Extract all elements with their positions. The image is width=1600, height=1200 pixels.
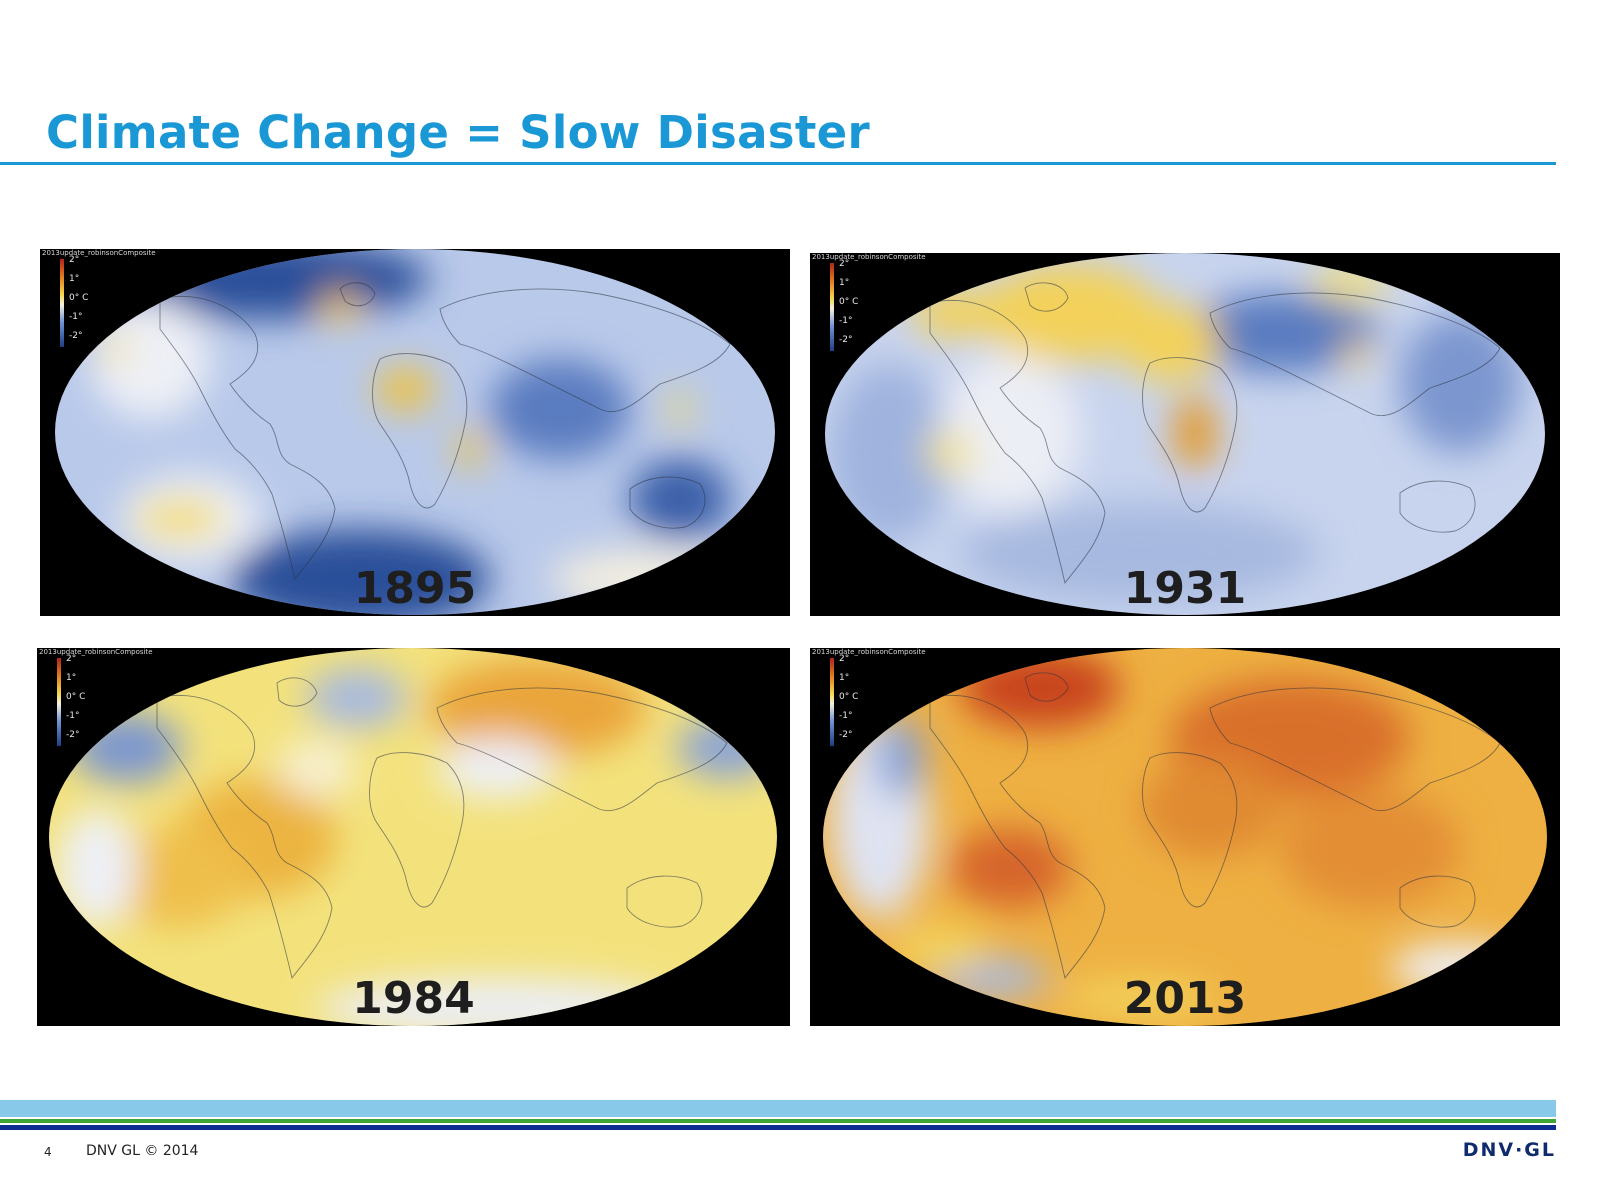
temperature-map-1984: 2013update_robinsonComposite 2° 1° 0° C … [37, 648, 790, 1026]
map-graphic-2013 [823, 648, 1547, 1026]
legend-color-bar [60, 259, 64, 347]
temperature-legend: 2° 1° 0° C -1° -2° [830, 654, 880, 750]
legend-tick: -2° [839, 730, 853, 740]
temperature-legend: 2° 1° 0° C -1° -2° [60, 255, 110, 351]
legend-tick: 1° [69, 274, 80, 284]
temperature-legend: 2° 1° 0° C -1° -2° [830, 259, 880, 355]
legend-tick: 2° [66, 654, 77, 664]
copyright-text: DNV GL © 2014 [86, 1143, 199, 1159]
year-label: 1931 [1123, 563, 1247, 614]
legend-tick: 0° C [839, 297, 859, 307]
legend-tick: 0° C [66, 692, 86, 702]
temperature-map-1895: 2013update_robinsonComposite 2° 1° 0° C … [40, 249, 790, 616]
year-label: 2013 [1123, 973, 1247, 1024]
legend-tick: 1° [839, 278, 850, 288]
slide-title: Climate Change = Slow Disaster [46, 106, 870, 159]
dnv-gl-logo: DNV·GL [1462, 1139, 1556, 1161]
composite-label: 2013update_robinsonComposite [42, 249, 156, 257]
legend-tick: -1° [69, 312, 83, 322]
legend-tick: 2° [69, 255, 80, 265]
legend-tick: 0° C [69, 293, 89, 303]
legend-color-bar [57, 658, 61, 746]
composite-label: 2013update_robinsonComposite [812, 648, 926, 656]
year-label: 1895 [353, 563, 477, 614]
legend-color-bar [830, 658, 834, 746]
legend-tick: 2° [839, 654, 850, 664]
composite-label: 2013update_robinsonComposite [812, 253, 926, 261]
footer-band-green [0, 1119, 1556, 1123]
legend-tick: -2° [839, 335, 853, 345]
temperature-legend: 2° 1° 0° C -1° -2° [57, 654, 107, 750]
legend-tick: -1° [839, 711, 853, 721]
legend-tick: -1° [839, 316, 853, 326]
legend-tick: 2° [839, 259, 850, 269]
legend-tick: 1° [66, 673, 77, 683]
composite-label: 2013update_robinsonComposite [39, 648, 153, 656]
page-number: 4 [44, 1145, 52, 1159]
legend-tick: -2° [69, 331, 83, 341]
title-divider [0, 162, 1556, 165]
legend-color-bar [830, 263, 834, 351]
map-graphic-1931 [825, 253, 1545, 615]
legend-tick: -2° [66, 730, 80, 740]
year-label: 1984 [352, 973, 475, 1024]
map-graphic-1984 [49, 648, 777, 1026]
footer-band-light [0, 1100, 1556, 1117]
footer-band-dark [0, 1125, 1556, 1130]
temperature-map-2013: 2013update_robinsonComposite 2° 1° 0° C … [810, 648, 1560, 1026]
legend-tick: -1° [66, 711, 80, 721]
temperature-map-1931: 2013update_robinsonComposite 2° 1° 0° C … [810, 253, 1560, 616]
legend-tick: 0° C [839, 692, 859, 702]
legend-tick: 1° [839, 673, 850, 683]
map-graphic-1895 [55, 249, 775, 615]
